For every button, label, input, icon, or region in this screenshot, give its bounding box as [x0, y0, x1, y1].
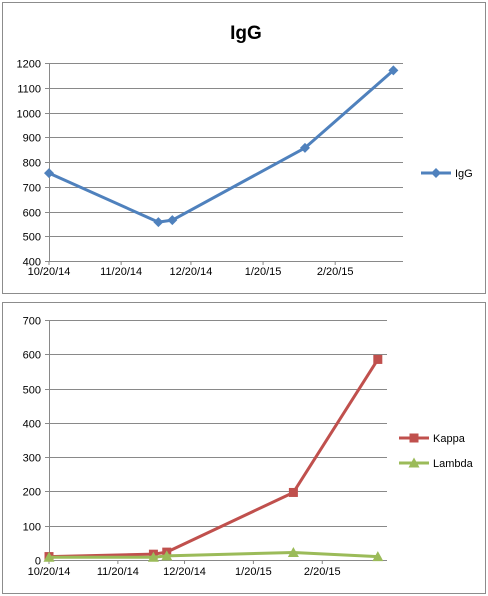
igg-chart-panel: IgG 400 500 600 700 800 900 1000 1100 1200 10/20/1… [2, 2, 486, 294]
x-tick-label: 10/20/14 [28, 566, 71, 578]
x-tick-label: 1/20/15 [245, 266, 282, 278]
y-tick-label: 1200 [17, 59, 41, 71]
y-tick-label: 0 [35, 556, 41, 568]
y-tick-label: 1000 [17, 109, 41, 121]
data-point [299, 142, 310, 153]
series-igg [44, 65, 399, 228]
y-tick-label: 100 [23, 522, 41, 534]
data-point [288, 487, 298, 497]
legend-label: IgG [455, 168, 473, 180]
data-point [44, 168, 54, 179]
legend-label: Lambda [433, 458, 474, 470]
y-tick-label: 400 [23, 257, 41, 269]
data-point [161, 550, 173, 561]
y-tick-label: 500 [23, 385, 41, 397]
data-point [373, 354, 383, 364]
x-tick-label: 11/20/14 [97, 566, 139, 578]
data-point [287, 546, 299, 557]
y-tick-label: 200 [23, 487, 41, 499]
y-tick-label: 500 [23, 232, 41, 244]
data-point [372, 551, 384, 562]
y-tick-label: 700 [23, 316, 41, 328]
chart-title: IgG [230, 23, 262, 44]
x-tick-label: 1/20/15 [235, 566, 272, 578]
legend-label: Kappa [433, 433, 466, 445]
x-tick-label: 2/20/15 [317, 266, 354, 278]
y-tick-label: 600 [23, 350, 41, 362]
y-tick-label: 300 [23, 453, 41, 465]
series-line-igg [48, 69, 395, 224]
y-tick-label: 600 [23, 208, 41, 220]
data-point [153, 217, 164, 228]
x-tick-label: 12/20/14 [170, 266, 213, 278]
data-point [167, 215, 178, 226]
igg-chart: IgG 400 500 600 700 800 900 1000 1100 1200 10/20/1… [17, 23, 473, 278]
kappa-lambda-chart-panel: 0 100 200 300 400 500 600 700 10/20/14 11/20/14 12… [2, 302, 486, 594]
data-point [43, 551, 55, 562]
y-tick-label: 900 [23, 133, 41, 145]
x-tick-label: 10/20/14 [28, 266, 71, 278]
data-point [388, 65, 399, 76]
kappa-lambda-chart: 0 100 200 300 400 500 600 700 10/20/14 11/20/14 12… [23, 316, 474, 579]
legend-entry-igg: IgG [421, 168, 473, 180]
legend-marker [431, 168, 441, 178]
legend-entry-kappa: Kappa [399, 433, 466, 445]
y-tick-label: 800 [23, 158, 41, 170]
y-tick-label: 700 [23, 183, 41, 195]
legend-marker [409, 433, 419, 443]
x-tick-label: 2/20/15 [304, 566, 341, 578]
x-tick-label: 11/20/14 [100, 266, 142, 278]
series-lambda [43, 546, 384, 562]
x-tick-label: 12/20/14 [163, 566, 206, 578]
y-tick-label: 1100 [17, 84, 41, 96]
legend-entry-lambda: Lambda [399, 457, 474, 470]
y-tick-label: 400 [23, 419, 41, 431]
legend-marker [408, 457, 420, 468]
data-point [147, 551, 159, 562]
